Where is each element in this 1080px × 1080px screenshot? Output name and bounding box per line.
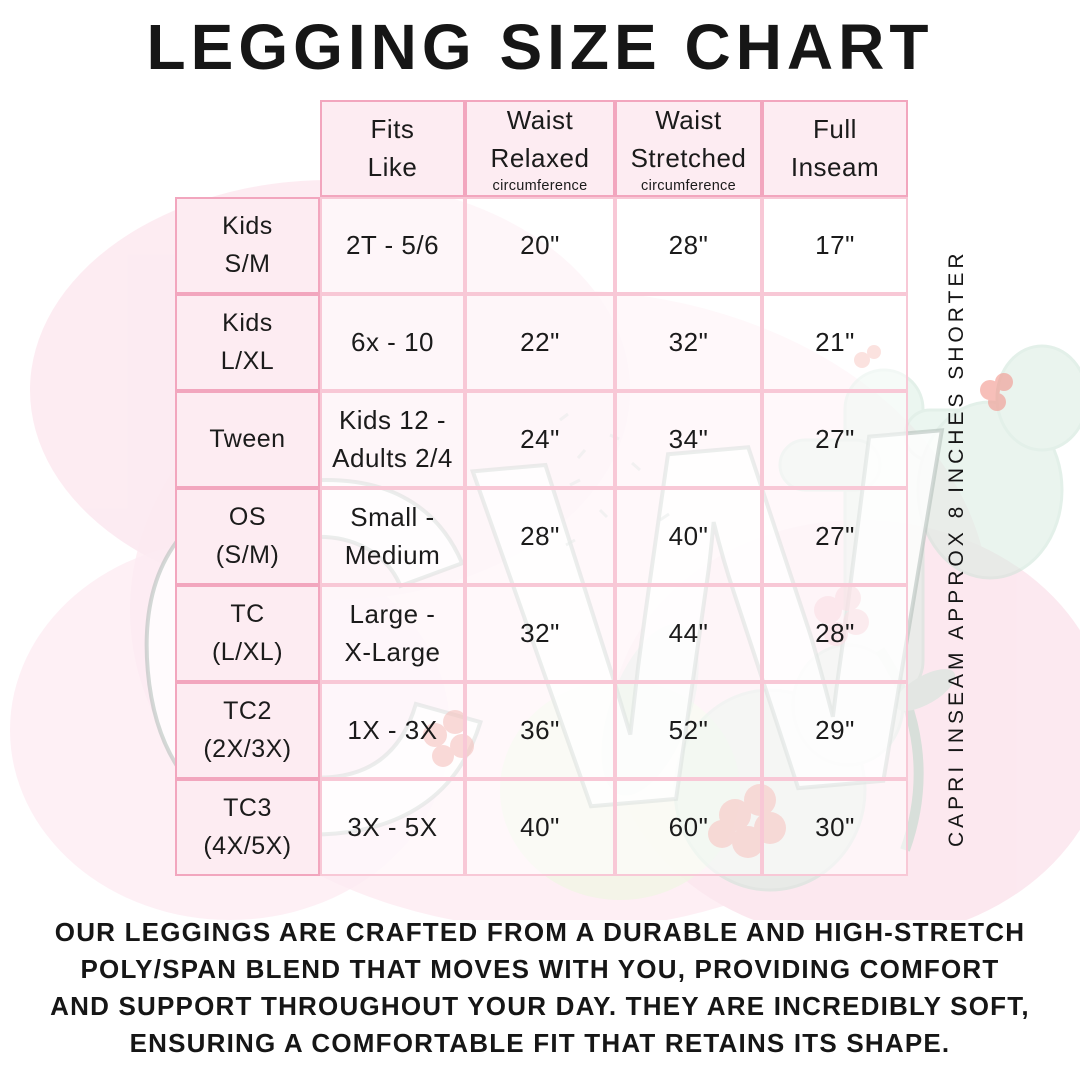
row-header-tc2: TC2 (2X/3X): [175, 682, 320, 779]
col-header-fits-like: Fits Like: [320, 100, 465, 197]
table-cell: 17": [762, 197, 908, 294]
table-cell: 3X - 5X: [320, 779, 465, 876]
table-cell: 44": [615, 585, 762, 682]
table-cell: 29": [762, 682, 908, 779]
table-cell: 28": [762, 585, 908, 682]
table-cell: 6x - 10: [320, 294, 465, 391]
table-cell: 32": [615, 294, 762, 391]
table-cell: 2T - 5/6: [320, 197, 465, 294]
table-cell: Large - X-Large: [320, 585, 465, 682]
col-header-label: Waist Relaxed: [490, 105, 590, 174]
table-cell: 27": [762, 391, 908, 488]
table-cell: 28": [615, 197, 762, 294]
table-cell: Kids 12 - Adults 2/4: [320, 391, 465, 488]
table-cell: 36": [465, 682, 615, 779]
table-cell: 22": [465, 294, 615, 391]
table-cell: 24": [465, 391, 615, 488]
capri-inseam-note: CAPRI INSEAM APPROX 8 INCHES SHORTER: [945, 249, 968, 847]
table-cell: 34": [615, 391, 762, 488]
row-header-os: OS (S/M): [175, 488, 320, 585]
table-corner-spacer: [175, 100, 320, 197]
table-cell: 30": [762, 779, 908, 876]
table-cell: 40": [465, 779, 615, 876]
col-header-waist-stretched: Waist Stretched circumference: [615, 100, 762, 197]
table-cell: Small - Medium: [320, 488, 465, 585]
table-cell: 52": [615, 682, 762, 779]
row-header-tc3: TC3 (4X/5X): [175, 779, 320, 876]
row-header-kids-lxl: Kids L/XL: [175, 294, 320, 391]
row-header-kids-sm: Kids S/M: [175, 197, 320, 294]
description-paragraph: OUR LEGGINGS ARE CRAFTED FROM A DURABLE …: [50, 917, 1030, 1058]
col-header-label: Fits Like: [367, 113, 418, 182]
page-title: LEGGING SIZE CHART: [146, 11, 934, 83]
table-cell: 20": [465, 197, 615, 294]
table-cell: 28": [465, 488, 615, 585]
table-cell: 1X - 3X: [320, 682, 465, 779]
table-cell: 32": [465, 585, 615, 682]
col-header-sublabel: circumference: [641, 177, 736, 194]
table-cell: 21": [762, 294, 908, 391]
row-header-tween: Tween: [175, 391, 320, 488]
col-header-label: Full Inseam: [790, 113, 880, 182]
col-header-sublabel: circumference: [492, 177, 588, 194]
col-header-full-inseam: Full Inseam: [762, 100, 908, 197]
col-header-label: Waist Stretched: [630, 105, 747, 174]
col-header-waist-relaxed: Waist Relaxed circumference: [465, 100, 615, 197]
table-cell: 60": [615, 779, 762, 876]
table-cell: 27": [762, 488, 908, 585]
legging-size-table: Fits Like Waist Relaxed circumference Wa…: [175, 100, 908, 876]
table-cell: 40": [615, 488, 762, 585]
row-header-tc: TC (L/XL): [175, 585, 320, 682]
